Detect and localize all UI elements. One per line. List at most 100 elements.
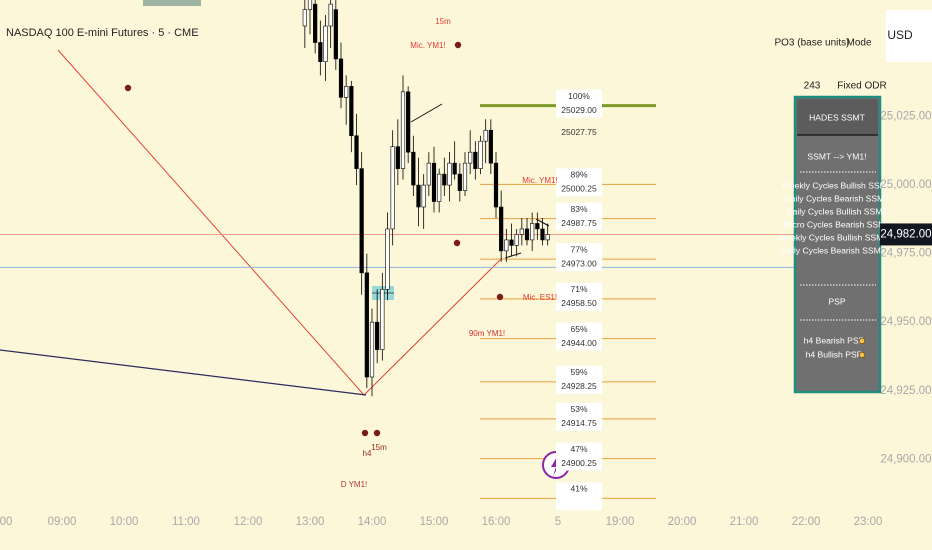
y-tick-label: 24,975.00: [880, 248, 931, 260]
level-price: 24928.25: [561, 381, 597, 391]
candle-body: [349, 86, 354, 137]
currency-box[interactable]: [886, 10, 932, 62]
y-tick-label: 24,900.00: [880, 453, 931, 465]
level-price: 24958.50: [561, 298, 597, 308]
icon: [373, 429, 381, 437]
annotation: D YM1!: [341, 480, 368, 489]
x-tick-label: 23:00: [854, 516, 883, 528]
candle-body: [395, 146, 400, 169]
level-label-box: [556, 365, 602, 394]
x-tick-label: 20:00: [668, 516, 697, 528]
candle-body: [493, 162, 499, 208]
candle-body: [483, 129, 488, 142]
x-tick-label: 10:00: [110, 516, 139, 528]
candle-body: [462, 162, 468, 191]
x-tick-label: 21:00: [730, 516, 759, 528]
candle-body: [344, 86, 349, 98]
candle-body: [524, 228, 530, 241]
candle-body: [535, 223, 540, 230]
mode-button[interactable]: Mode: [846, 38, 871, 49]
x-tick-label: 15:00: [420, 516, 449, 528]
annotation: 90m YM1!: [469, 329, 505, 338]
candle-body: [488, 129, 493, 164]
drawing-line: [504, 252, 522, 259]
last-price-box: [880, 223, 932, 246]
last-price-label: 24,982.00: [880, 228, 931, 240]
panel-psp-item: h4 Bullish PSP: [806, 349, 863, 359]
candle-body: [328, 3, 333, 27]
level-price: 25000.25: [561, 184, 597, 194]
candle-body: [333, 9, 338, 60]
candle-body: [390, 146, 395, 230]
level-label-box: [556, 322, 602, 351]
level-label-box: [556, 243, 602, 272]
candle-body: [421, 184, 426, 208]
drawing-line: [0, 349, 367, 396]
candle-body: [313, 3, 318, 43]
panel-item: Daily Cycles Bullish SSMT: [786, 206, 888, 216]
level-percent: 83%: [570, 204, 587, 214]
level-label-box: [556, 442, 602, 471]
candle-body: [406, 91, 411, 153]
candle-body: [364, 272, 369, 378]
panel-header: [797, 99, 878, 135]
icon: [453, 239, 461, 247]
candle-body: [426, 162, 431, 186]
candle-body: [385, 228, 390, 290]
y-tick-label: 24,950.00: [880, 316, 931, 328]
icon: [454, 41, 462, 49]
x-tick-label: 22:00: [792, 516, 821, 528]
candle-body: [478, 140, 483, 169]
candle-body: [359, 168, 364, 274]
candle-body: [369, 321, 375, 378]
level-label-box: [556, 282, 602, 311]
psp-icon: [858, 337, 866, 345]
level-label-box: [556, 202, 602, 231]
candle-body: [411, 151, 416, 186]
x-tick-label: 16:00: [482, 516, 511, 528]
drawing-line: [57, 49, 503, 396]
candle-body: [447, 162, 452, 186]
candle-body: [307, 0, 313, 10]
level-price: 25029.00: [561, 105, 597, 115]
annotation: 15m: [371, 443, 387, 452]
candle-body: [416, 184, 421, 208]
level-percent: 53%: [570, 404, 587, 414]
level-price: 24900.25: [561, 458, 597, 468]
x-tick-label: 11:00: [172, 516, 200, 528]
annotation: h4: [363, 449, 372, 458]
level-percent: 71%: [570, 284, 587, 294]
panel-item: Daily Cycles Bearish SSMT: [784, 193, 890, 203]
candle-body: [530, 223, 535, 241]
level-percent: 41%: [570, 484, 587, 494]
level-price: 24973.00: [561, 258, 597, 268]
candle-body: [545, 234, 550, 241]
candle-body: [499, 206, 504, 252]
icon: [361, 429, 369, 437]
level-percent: 89%: [570, 170, 587, 180]
candle-body: [431, 162, 437, 202]
candle-body: [437, 173, 442, 202]
candle-body: [473, 151, 478, 169]
candle-body: [354, 135, 359, 169]
candle-body: [468, 151, 473, 164]
panel-item: Daily Cycles Bearish SSMT 2: [781, 245, 893, 255]
currency[interactable]: USD: [887, 28, 913, 42]
annotation: Mic. YM1!: [522, 176, 557, 185]
y-tick-label: 24,925.00: [880, 385, 931, 397]
level-price: 24987.75: [561, 218, 597, 228]
candle-body: [442, 173, 447, 186]
candle-body: [400, 91, 406, 169]
level-label-box: [556, 482, 602, 511]
candle-body: [302, 9, 307, 27]
icon: [496, 293, 504, 301]
level-extra: 25027.75: [561, 127, 597, 137]
candle-body: [504, 239, 509, 252]
x-tick-label: 19:00: [606, 516, 635, 528]
po3-button[interactable]: PO3 (base units): [774, 38, 849, 49]
panel-item: Weekly Cycles Bullish SSMT: [782, 180, 893, 190]
odr: Fixed ODR: [837, 81, 886, 92]
level-percent: 47%: [570, 444, 587, 454]
level-percent: 100%: [568, 91, 590, 101]
candle-body: [323, 25, 328, 62]
